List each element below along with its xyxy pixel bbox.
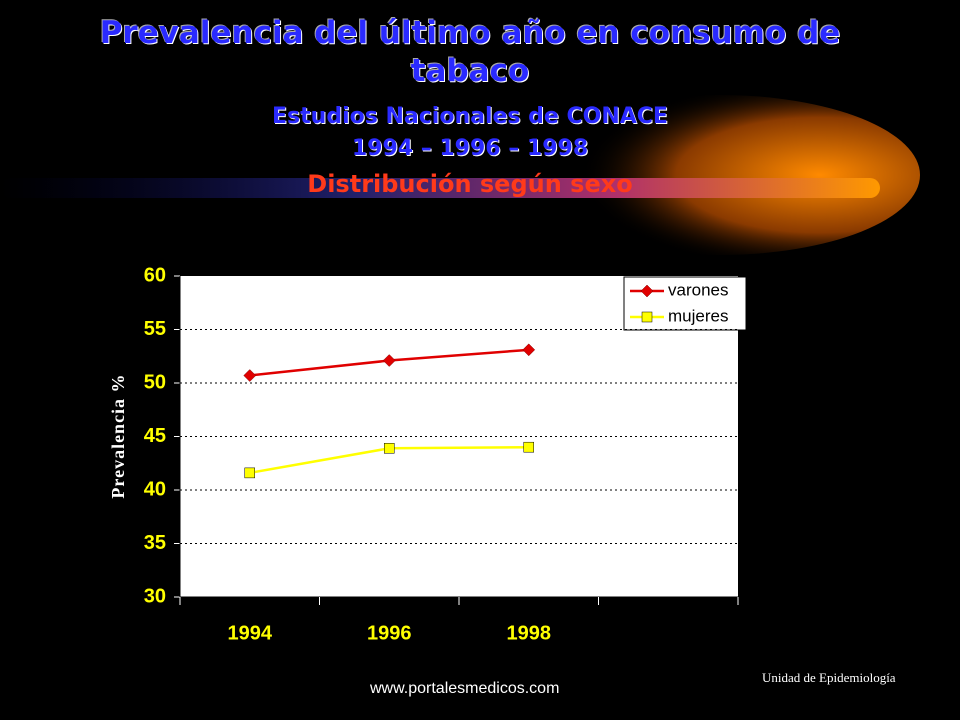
marker [244,467,255,479]
y-tick-label: 30 [144,585,166,607]
legend-label: varones [668,280,728,299]
decor-beam [0,178,880,198]
subtitle: Estudios Nacionales de CONACE [272,104,668,129]
subtitle-years: 1994 – 1996 – 1998 [351,136,589,161]
title: Prevalencia del último año en consumo de… [99,15,841,89]
y-tick-label: 60 [144,264,166,286]
marker [522,343,536,357]
legend-label: mujeres [668,306,728,325]
y-tick-label: 55 [144,318,166,340]
marker [640,284,654,298]
subtitle-sex: Distribución según sexo [307,170,633,198]
marker [384,443,395,454]
y-tick-label: 50 [144,371,166,393]
marker [641,311,653,323]
footer-unit: Unidad de Epidemiología [762,670,896,685]
y-axis-label: Prevalencia % [108,373,128,498]
decor-glow [520,95,920,255]
x-tick-label: 1996 [367,622,412,644]
marker [523,441,534,453]
x-tick-label: 1998 [507,622,552,644]
y-tick-label: 40 [144,478,166,500]
x-tick-label: 1994 [228,622,273,644]
y-tick-label: 35 [144,532,166,554]
y-tick-label: 45 [144,425,166,447]
marker [243,369,257,382]
marker [382,354,396,367]
footer-url: www.portalesmedicos.com [370,680,560,697]
